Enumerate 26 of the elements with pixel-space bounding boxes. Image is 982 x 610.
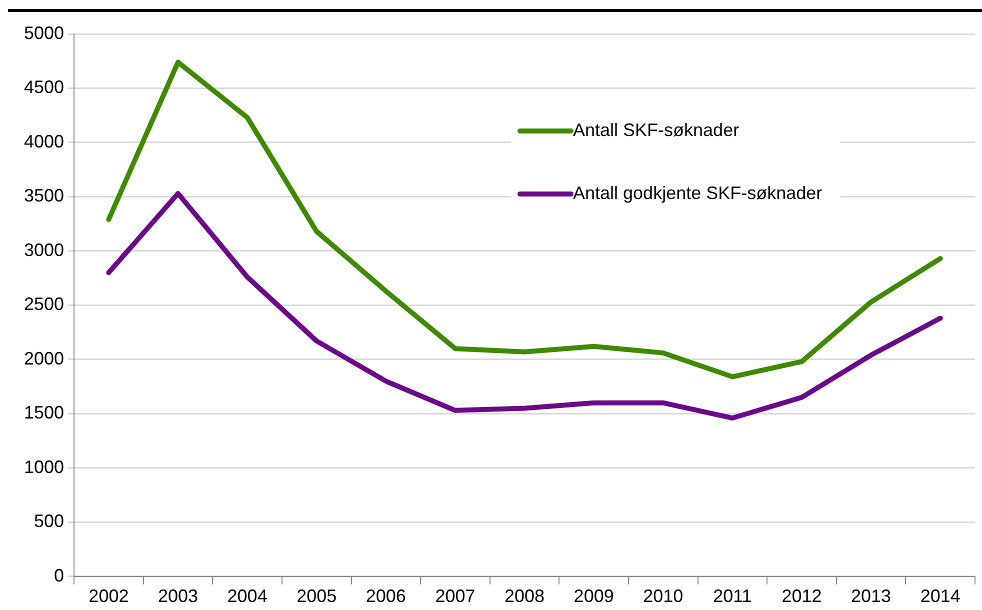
y-tick-label: 1000 (24, 456, 64, 477)
x-tick-label: 2009 (574, 586, 614, 606)
x-tick-label: 2010 (643, 586, 684, 606)
x-tick-label: 2004 (227, 586, 268, 606)
y-tick-label: 1500 (24, 402, 64, 423)
y-tick-label: 500 (34, 511, 64, 532)
legend-label: Antall godkjente SKF-søknader (573, 182, 822, 203)
legend-label: Antall SKF-søknader (573, 120, 740, 140)
x-tick-label: 2003 (158, 586, 198, 606)
y-tick-label: 3500 (24, 186, 64, 206)
x-tick-label: 2005 (296, 586, 337, 606)
x-tick-label: 2013 (851, 586, 892, 606)
y-tick-label: 2000 (24, 348, 64, 368)
x-tick-label: 2007 (435, 586, 476, 606)
x-tick-label: 2008 (504, 586, 545, 606)
x-tick-label: 2011 (713, 586, 752, 606)
x-tick-label: 2012 (782, 586, 822, 606)
y-tick-label: 5000 (24, 22, 64, 43)
x-tick-label: 2006 (366, 586, 406, 606)
y-tick-label: 2500 (24, 294, 64, 314)
x-tick-label: 2014 (920, 586, 960, 606)
y-tick-label: 4500 (24, 77, 64, 98)
y-tick-label: 0 (54, 565, 64, 586)
y-tick-label: 4000 (24, 131, 64, 152)
y-tick-label: 3000 (24, 240, 64, 260)
x-tick-label: 2002 (88, 586, 129, 606)
